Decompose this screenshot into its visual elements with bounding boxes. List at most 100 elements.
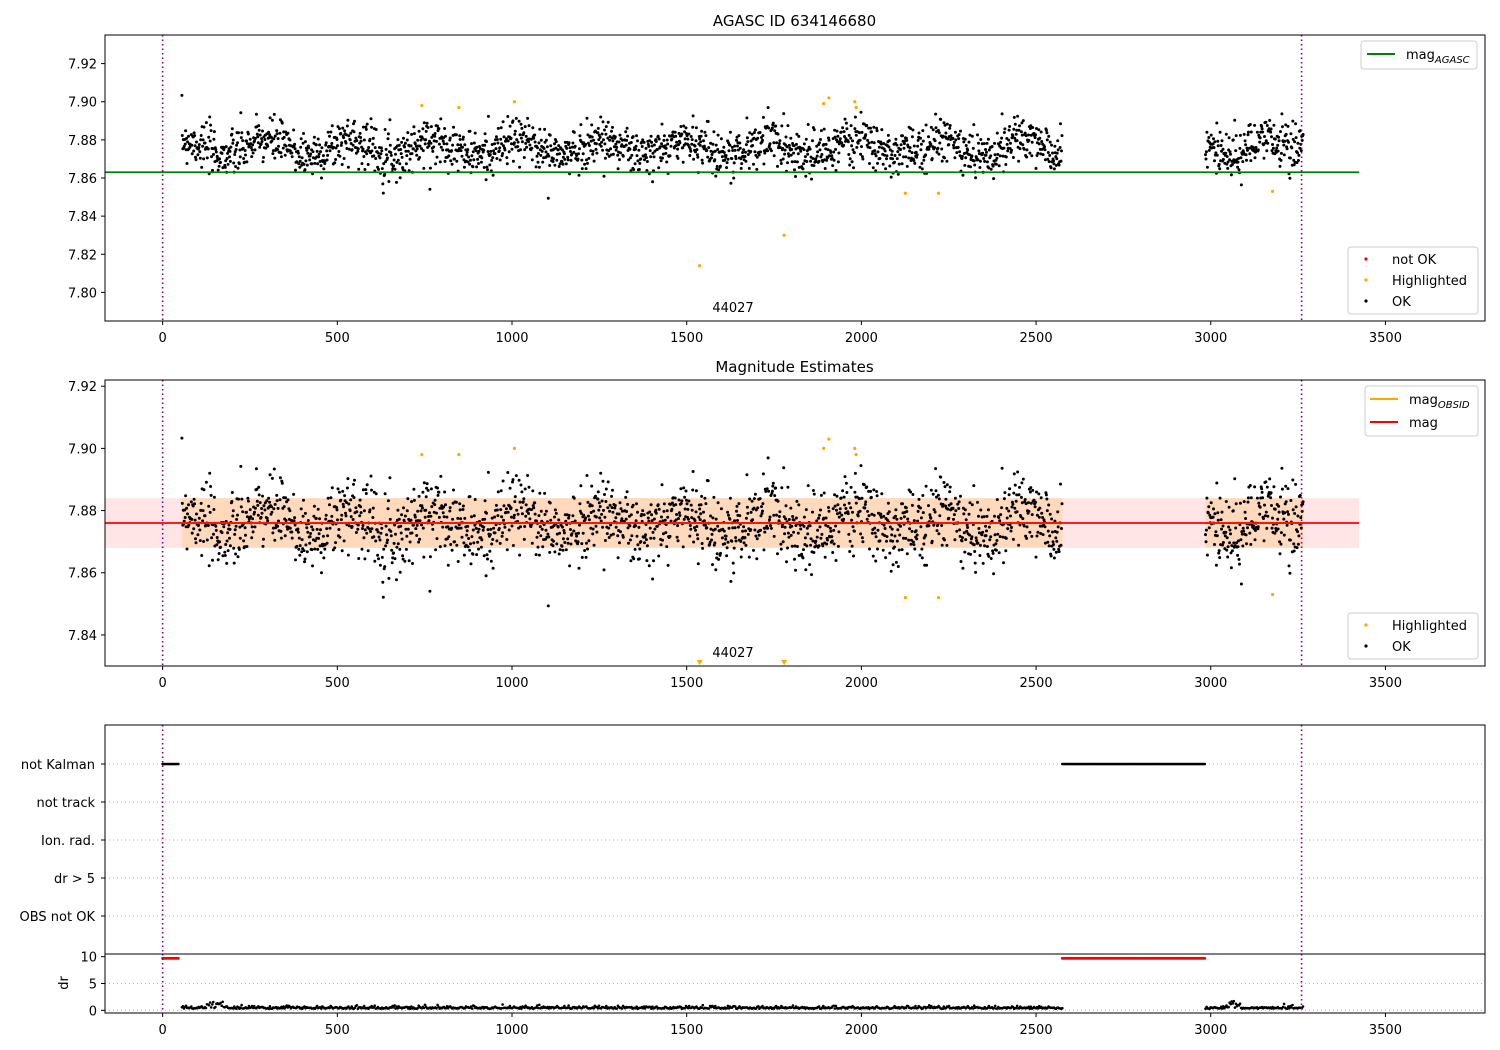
ok-point — [949, 502, 953, 506]
ok-point — [585, 541, 588, 545]
ok-point — [330, 514, 334, 518]
ok-point — [390, 561, 394, 565]
ok-point — [360, 547, 364, 551]
ok-point — [939, 475, 943, 479]
ok-point — [995, 539, 999, 542]
ok-point — [341, 126, 345, 130]
ok-point — [224, 145, 228, 149]
ok-point — [650, 519, 654, 523]
ok-point — [1278, 540, 1282, 544]
ok-point — [638, 547, 642, 551]
ok-point — [785, 560, 788, 564]
ok-point — [749, 510, 753, 514]
ok-point — [844, 121, 848, 125]
ok-point — [1209, 133, 1213, 137]
ok-point — [306, 151, 310, 155]
ok-point — [455, 543, 459, 547]
ok-point — [546, 604, 550, 608]
ok-point — [279, 529, 283, 533]
ok-point — [856, 141, 860, 145]
ok-point — [968, 133, 972, 137]
ok-point — [239, 136, 243, 140]
ok-point — [684, 126, 688, 130]
ok-point — [1021, 143, 1025, 147]
ok-point — [1282, 533, 1286, 537]
ok-point — [378, 156, 382, 160]
ok-point — [420, 523, 423, 527]
ok-point — [802, 162, 805, 166]
ok-point — [516, 512, 520, 516]
ok-point — [442, 505, 446, 509]
ok-point — [979, 138, 983, 141]
highlighted-point — [512, 100, 517, 104]
ok-point — [483, 517, 487, 521]
ok-point — [982, 142, 986, 146]
ok-point — [437, 490, 441, 494]
ok-point — [920, 547, 924, 551]
dr-point — [501, 1003, 504, 1006]
ok-point — [1244, 153, 1248, 157]
ok-point — [510, 142, 513, 146]
ok-point — [217, 552, 221, 555]
ok-point — [924, 484, 928, 488]
ok-point — [475, 165, 479, 169]
ok-point — [977, 149, 981, 153]
ok-point — [452, 125, 455, 129]
ok-point — [675, 140, 679, 144]
ok-point — [396, 542, 400, 546]
ok-point — [420, 136, 424, 140]
ok-point — [519, 122, 523, 126]
ok-point — [535, 154, 539, 158]
flag-category-label: not track — [36, 796, 95, 811]
ok-point — [1004, 536, 1008, 540]
ok-point — [1246, 133, 1250, 137]
ok-point — [842, 143, 846, 147]
ok-point — [321, 534, 325, 538]
ok-point — [709, 149, 713, 153]
ok-point — [439, 145, 443, 149]
ok-point — [459, 149, 463, 153]
ok-point — [948, 485, 952, 489]
ok-point — [778, 146, 782, 149]
ok-point — [1028, 490, 1032, 494]
ok-point — [1239, 156, 1243, 160]
ok-point — [456, 560, 460, 563]
ok-point — [361, 125, 365, 129]
ok-point — [337, 528, 341, 531]
ok-point — [952, 143, 955, 147]
ok-point — [870, 512, 874, 516]
ok-point — [940, 159, 944, 163]
ok-point — [1019, 130, 1023, 134]
ok-point — [804, 137, 808, 141]
ok-point — [1296, 514, 1300, 518]
ok-point — [371, 506, 375, 510]
ok-point — [645, 169, 649, 172]
ok-point — [848, 163, 852, 167]
ok-point — [586, 547, 589, 551]
ok-point — [531, 489, 535, 493]
ok-point — [896, 528, 900, 532]
ok-point — [305, 550, 309, 554]
ok-point — [713, 527, 717, 531]
ok-point — [492, 149, 496, 153]
ok-point — [584, 167, 588, 171]
ok-point — [376, 151, 380, 155]
ok-point — [725, 161, 729, 165]
ok-point — [885, 535, 889, 539]
ok-point — [745, 136, 749, 140]
ok-point — [919, 516, 923, 520]
ok-point — [757, 533, 761, 537]
ok-point — [1238, 133, 1242, 137]
ok-point — [320, 146, 324, 150]
ok-point — [603, 493, 606, 496]
flag-category-label: Ion. rad. — [41, 834, 95, 849]
ok-point — [929, 143, 933, 146]
highlighted-point — [827, 96, 831, 100]
ok-point — [343, 494, 347, 498]
ok-point — [201, 138, 205, 142]
ok-point — [790, 160, 794, 164]
ok-point — [689, 527, 693, 531]
ok-point — [259, 515, 263, 519]
ok-point — [511, 478, 515, 482]
ok-point — [875, 494, 879, 498]
